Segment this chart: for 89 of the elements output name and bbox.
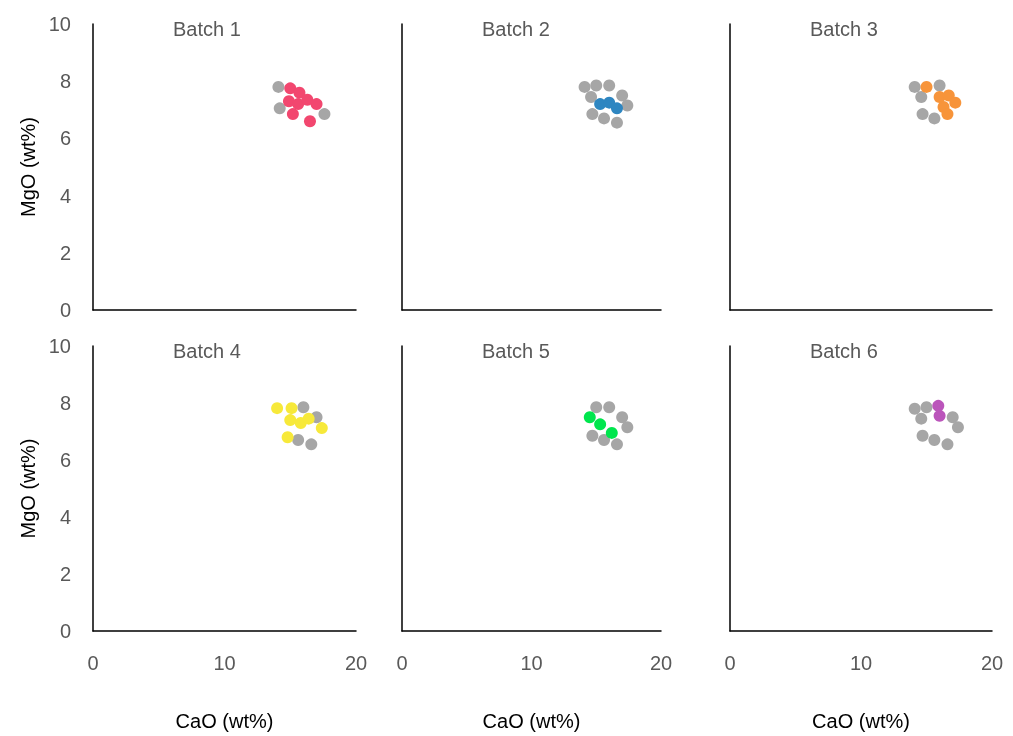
point — [284, 82, 297, 95]
point — [273, 102, 286, 115]
point — [594, 418, 607, 431]
point — [932, 399, 945, 412]
point — [916, 108, 929, 121]
point — [933, 409, 946, 422]
point — [302, 412, 315, 425]
y-tick-label: 8 — [59, 70, 71, 93]
point — [281, 431, 294, 444]
y-tick-label: 2 — [59, 241, 71, 264]
point — [915, 412, 928, 425]
point — [933, 79, 946, 92]
chart-title: Batch 1 — [173, 18, 241, 40]
point — [285, 402, 298, 415]
y-tick-label: 10 — [48, 13, 71, 35]
point — [621, 99, 634, 112]
point — [908, 402, 921, 415]
x-axis-title: CaO (wt%) — [812, 710, 910, 732]
point — [610, 438, 623, 451]
point — [920, 80, 933, 93]
x-tick-label: 20 — [980, 652, 1004, 674]
x-tick-label: 20 — [344, 652, 368, 674]
point — [928, 434, 941, 447]
point — [310, 98, 323, 111]
point — [284, 414, 297, 427]
point — [583, 411, 596, 424]
point — [610, 102, 623, 115]
point — [941, 108, 954, 121]
point — [951, 421, 964, 434]
point — [605, 426, 618, 439]
point — [292, 98, 305, 111]
point — [621, 421, 634, 434]
point — [586, 429, 599, 442]
y-tick-label: 0 — [59, 299, 71, 321]
point — [920, 401, 933, 414]
y-tick-label: 8 — [59, 392, 71, 414]
y-tick-label: 4 — [59, 506, 71, 528]
point — [303, 115, 316, 128]
y-axis-title: MgO (wt%) — [16, 438, 39, 539]
point — [949, 96, 962, 109]
y-tick-label: 0 — [59, 620, 71, 642]
point — [610, 116, 623, 129]
x-tick-label: 10 — [213, 652, 236, 674]
y-tick-label: 6 — [59, 449, 71, 471]
chart-title: Batch 5 — [482, 340, 550, 362]
point — [272, 80, 285, 93]
point — [293, 86, 306, 99]
x-axis-title: CaO (wt%) — [175, 710, 274, 732]
point — [590, 401, 603, 414]
point — [603, 79, 616, 92]
x-tick-label: 10 — [520, 652, 543, 674]
y-axis-title: MgO (wt%) — [16, 117, 39, 217]
point — [598, 434, 611, 447]
point — [946, 411, 959, 424]
point — [908, 80, 921, 93]
point — [603, 401, 616, 414]
x-tick-label: 0 — [87, 652, 99, 674]
point — [941, 438, 954, 451]
point — [616, 411, 629, 424]
x-tick-label: 10 — [849, 652, 873, 674]
x-tick-label: 20 — [649, 652, 673, 674]
point — [271, 402, 284, 415]
chart-title: Batch 2 — [482, 18, 550, 40]
y-tick-label: 2 — [59, 563, 71, 585]
point — [305, 438, 318, 451]
chart-title: Batch 4 — [173, 340, 241, 362]
point — [315, 422, 328, 435]
y-tick-label: 10 — [48, 335, 71, 357]
point — [598, 112, 611, 125]
chart-title: Batch 3 — [810, 18, 878, 40]
point — [318, 108, 331, 121]
point — [585, 90, 598, 103]
y-tick-label: 4 — [59, 184, 71, 207]
point — [292, 434, 305, 447]
point — [915, 90, 928, 103]
y-tick-label: 6 — [59, 127, 71, 150]
point — [616, 89, 629, 102]
point — [586, 108, 599, 121]
point — [578, 80, 591, 93]
point — [297, 401, 310, 414]
chart-title: Batch 6 — [810, 340, 878, 362]
x-axis-title: CaO (wt%) — [482, 710, 581, 732]
point — [590, 79, 603, 92]
point — [916, 429, 929, 442]
point — [301, 93, 314, 106]
x-tick-label: 0 — [724, 652, 736, 674]
x-tick-label: 0 — [396, 652, 408, 674]
point — [928, 112, 941, 125]
point — [286, 108, 299, 121]
